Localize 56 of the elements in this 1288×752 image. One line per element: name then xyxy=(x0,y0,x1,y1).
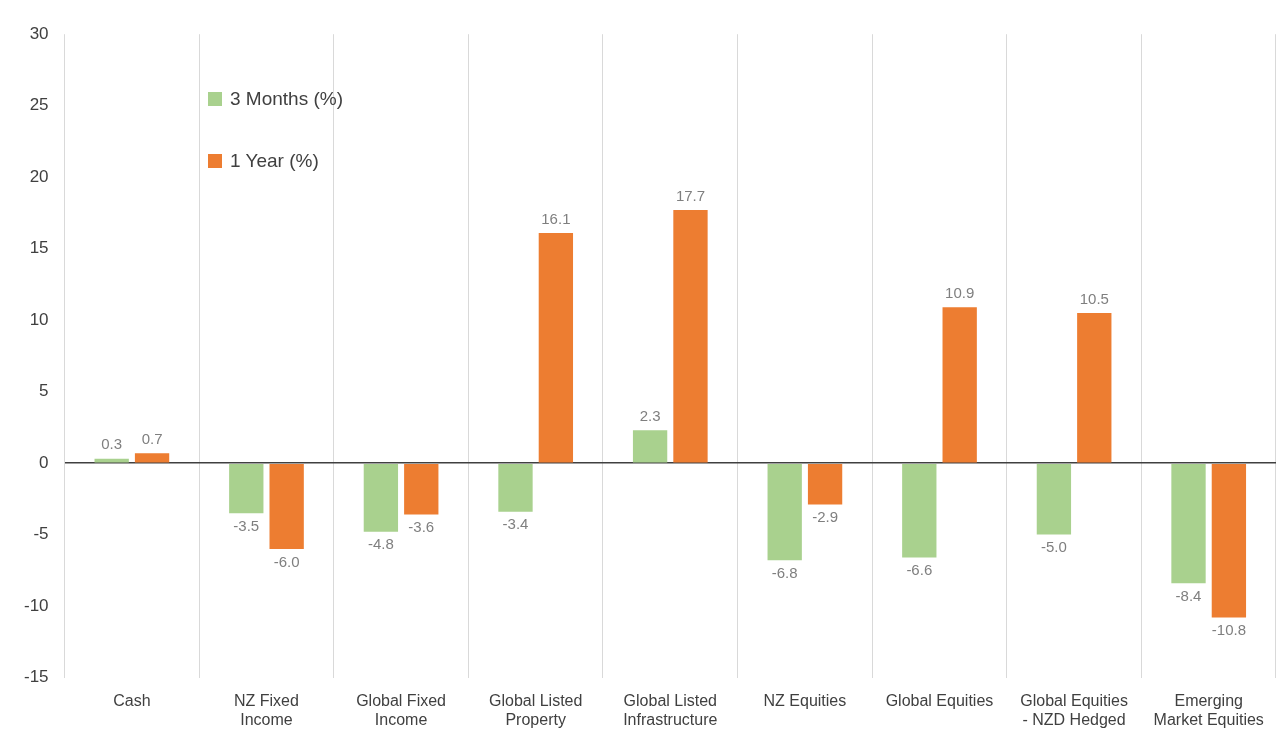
y-tick-label: 20 xyxy=(29,166,49,186)
data-label: 16.1 xyxy=(541,209,571,227)
bar xyxy=(673,210,708,463)
x-tick-label: Cash xyxy=(113,691,151,709)
y-tick-label: 0 xyxy=(39,452,49,472)
data-label: -8.4 xyxy=(1175,586,1202,604)
bar xyxy=(1171,463,1206,584)
data-label: -4.8 xyxy=(367,535,394,553)
bar xyxy=(229,463,264,514)
data-label: -10.8 xyxy=(1211,621,1246,639)
x-tick-label: Global Equities - NZD Hedged xyxy=(1020,691,1128,728)
x-tick-label: Emerging Market Equities xyxy=(1153,691,1264,728)
bar xyxy=(902,463,937,558)
x-tick-label: Global Listed Infrastructure xyxy=(623,691,718,728)
bar xyxy=(767,463,802,561)
data-label: -6.6 xyxy=(906,561,933,579)
data-label: -3.4 xyxy=(502,515,529,533)
data-label: -5.0 xyxy=(1040,538,1067,556)
data-label: -6.8 xyxy=(771,564,798,581)
x-tick-label: Global Listed Property xyxy=(488,691,583,728)
x-tick-label: Global Fixed Income xyxy=(356,691,446,728)
data-label: 2.3 xyxy=(639,406,661,424)
legend-label: 3 Months (%) xyxy=(230,88,343,110)
data-label: -3.5 xyxy=(233,516,260,534)
y-tick-label: -10 xyxy=(23,595,49,615)
data-label: 10.5 xyxy=(1079,289,1109,307)
bar xyxy=(1036,463,1072,535)
data-label: 0.7 xyxy=(141,429,163,447)
y-tick-label: 5 xyxy=(39,381,49,401)
bar xyxy=(404,463,439,515)
x-tick-label: NZ Fixed Income xyxy=(234,691,299,728)
bar xyxy=(498,463,533,512)
data-label: 10.9 xyxy=(945,283,975,301)
bar xyxy=(134,453,170,463)
data-label: 0.3 xyxy=(101,435,123,453)
x-tick-label: Global Equities xyxy=(885,691,994,709)
data-label: -3.6 xyxy=(408,518,435,536)
y-tick-label: 15 xyxy=(29,238,49,258)
y-tick-label: 10 xyxy=(29,309,49,329)
bar xyxy=(632,430,668,463)
bar xyxy=(807,463,843,505)
y-tick-label: 25 xyxy=(29,95,49,115)
y-tick-label: -5 xyxy=(33,524,49,544)
bar xyxy=(1211,463,1247,618)
x-tick-label: NZ Equities xyxy=(763,691,847,709)
legend-label: 1 Year (%) xyxy=(230,150,319,172)
bar xyxy=(942,307,977,463)
bar xyxy=(269,463,304,549)
bar xyxy=(538,232,574,463)
data-label: -2.9 xyxy=(812,508,839,526)
bar xyxy=(363,463,399,532)
y-tick-label: 30 xyxy=(29,23,49,43)
y-tick-label: -15 xyxy=(23,667,49,687)
bar xyxy=(1077,313,1112,463)
data-label: -6.0 xyxy=(273,552,300,570)
data-label: 17.7 xyxy=(675,186,706,204)
